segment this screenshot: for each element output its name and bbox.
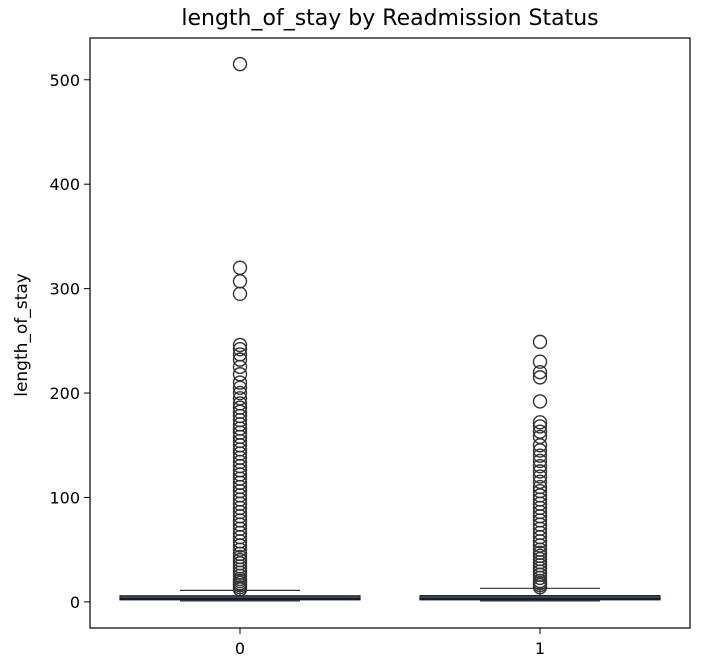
outlier-point xyxy=(532,354,548,369)
outlier-point xyxy=(232,341,248,357)
outlier-point xyxy=(532,370,548,385)
outlier-point xyxy=(232,274,248,289)
outlier-point xyxy=(232,549,248,565)
y-tick-label: 100 xyxy=(49,488,80,507)
outlier-point xyxy=(532,448,548,463)
outlier-point xyxy=(232,400,248,415)
outlier-point xyxy=(532,458,548,474)
outlier-point xyxy=(532,334,548,350)
y-tick-label: 300 xyxy=(49,280,80,299)
x-tick-label: 0 xyxy=(235,639,245,658)
box-group-1 xyxy=(419,334,661,602)
outlier-point xyxy=(232,396,248,411)
outlier-point xyxy=(232,391,248,406)
outlier-point xyxy=(532,484,548,499)
outlier-point xyxy=(532,429,548,445)
outlier-point xyxy=(532,474,548,490)
outlier-point xyxy=(532,415,548,430)
outlier-point xyxy=(232,552,248,568)
outlier-point xyxy=(232,347,248,362)
outlier-point xyxy=(532,364,548,380)
outlier-point xyxy=(232,286,248,302)
outlier-point xyxy=(532,545,548,561)
outlier-point xyxy=(232,337,248,353)
chart-title: length_of_stay by Readmission Status xyxy=(181,6,598,31)
outlier-point xyxy=(232,56,248,72)
outlier-point xyxy=(232,352,248,367)
box-group-0 xyxy=(119,56,361,602)
outlier-point xyxy=(532,419,548,434)
outlier-point xyxy=(532,469,548,484)
y-tick-label: 400 xyxy=(49,175,80,194)
y-tick-label: 500 xyxy=(49,71,80,90)
outlier-point xyxy=(232,260,248,275)
plot-frame xyxy=(89,37,691,629)
outlier-point xyxy=(232,359,248,375)
outlier-point xyxy=(532,479,548,495)
outlier-point xyxy=(532,548,548,564)
outlier-point xyxy=(532,394,548,409)
y-tick-label: 200 xyxy=(49,384,80,403)
outlier-point xyxy=(232,375,248,390)
y-tick-label: 0 xyxy=(70,593,80,612)
outlier-point xyxy=(232,367,248,382)
plot-area: 0 100 200 300 400 500 0 1 xyxy=(49,56,661,658)
y-axis-label: length_of_stay xyxy=(12,273,32,397)
outlier-point xyxy=(532,424,548,439)
outlier-point xyxy=(532,453,548,469)
x-tick-label: 1 xyxy=(535,639,545,658)
outlier-point xyxy=(532,464,548,479)
outlier-point xyxy=(232,385,248,401)
iqr-box xyxy=(419,595,661,601)
